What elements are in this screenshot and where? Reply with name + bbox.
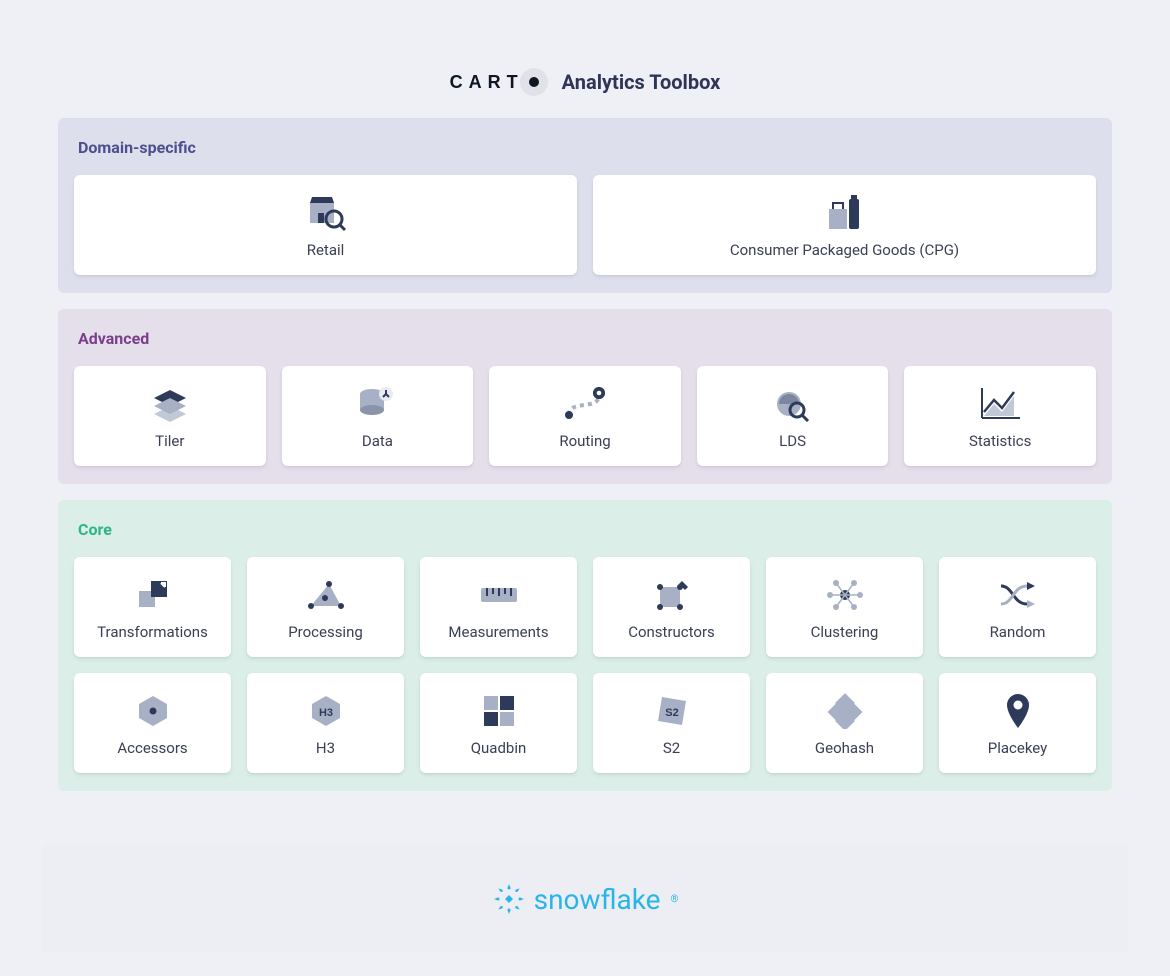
carto-logo-dot-icon	[520, 68, 548, 96]
card-accessors[interactable]: Accessors	[74, 673, 231, 773]
statistics-icon	[976, 384, 1024, 424]
card-statistics[interactable]: Statistics	[904, 366, 1096, 466]
card-label-accessors: Accessors	[117, 739, 187, 757]
placekey-icon	[994, 691, 1042, 731]
card-tiler[interactable]: Tiler	[74, 366, 266, 466]
card-measurements[interactable]: Measurements	[420, 557, 577, 657]
footer-panel: snowflake ®	[42, 845, 1128, 953]
card-label-constructors: Constructors	[628, 623, 715, 641]
card-random[interactable]: Random	[939, 557, 1096, 657]
card-label-data: Data	[362, 432, 393, 450]
card-s2[interactable]: S2 S2	[593, 673, 750, 773]
section-advanced: Advanced Tiler Data Routing LDS Statistics	[58, 309, 1112, 484]
geohash-icon	[821, 691, 869, 731]
registered-mark: ®	[670, 894, 678, 905]
s2-icon: S2	[648, 691, 696, 731]
section-title-advanced: Advanced	[74, 329, 1096, 348]
quadbin-icon	[475, 691, 523, 731]
routing-icon	[561, 384, 609, 424]
card-label-measurements: Measurements	[448, 623, 548, 641]
clustering-icon	[821, 575, 869, 615]
card-retail[interactable]: Retail	[74, 175, 577, 275]
main-panel: CART Analytics Toolbox Domain-specific Re…	[42, 42, 1128, 823]
card-label-cpg: Consumer Packaged Goods (CPG)	[730, 241, 959, 259]
card-grid-advanced: Tiler Data Routing LDS Statistics	[74, 366, 1096, 466]
svg-text:H3: H3	[318, 707, 332, 719]
section-title-core: Core	[74, 520, 1096, 539]
card-label-processing: Processing	[288, 623, 363, 641]
random-icon	[994, 575, 1042, 615]
section-core: Core Transformations Processing Measurement…	[58, 500, 1112, 791]
accessors-icon	[129, 691, 177, 731]
page-title: Analytics Toolbox	[562, 70, 721, 94]
carto-logo: CART	[450, 68, 548, 96]
card-clustering[interactable]: Clustering	[766, 557, 923, 657]
card-label-placekey: Placekey	[988, 739, 1048, 757]
card-routing[interactable]: Routing	[489, 366, 681, 466]
section-domain: Domain-specific Retail Consumer Packaged G…	[58, 118, 1112, 293]
card-label-statistics: Statistics	[969, 432, 1031, 450]
card-label-clustering: Clustering	[811, 623, 879, 641]
snowflake-text: snowflake	[534, 883, 661, 916]
card-transformations[interactable]: Transformations	[74, 557, 231, 657]
card-placekey[interactable]: Placekey	[939, 673, 1096, 773]
card-label-transformations: Transformations	[97, 623, 208, 641]
processing-icon	[302, 575, 350, 615]
section-title-domain: Domain-specific	[74, 138, 1096, 157]
tiler-icon	[146, 384, 194, 424]
card-label-retail: Retail	[307, 241, 345, 259]
card-label-lds: LDS	[779, 432, 806, 450]
card-h3[interactable]: H3 H3	[247, 673, 404, 773]
card-label-quadbin: Quadbin	[471, 739, 527, 757]
card-label-routing: Routing	[559, 432, 610, 450]
snowflake-icon	[492, 882, 526, 916]
transformations-icon	[129, 575, 177, 615]
card-label-geohash: Geohash	[815, 739, 874, 757]
h3-icon: H3	[302, 691, 350, 731]
card-data[interactable]: Data	[282, 366, 474, 466]
card-constructors[interactable]: Constructors	[593, 557, 750, 657]
card-label-tiler: Tiler	[155, 432, 184, 450]
data-icon	[353, 384, 401, 424]
card-label-random: Random	[990, 623, 1046, 641]
card-lds[interactable]: LDS	[697, 366, 889, 466]
cpg-icon	[821, 193, 869, 233]
constructors-icon	[648, 575, 696, 615]
card-label-h3: H3	[316, 739, 335, 757]
card-quadbin[interactable]: Quadbin	[420, 673, 577, 773]
card-cpg[interactable]: Consumer Packaged Goods (CPG)	[593, 175, 1096, 275]
carto-logo-text: CART	[450, 72, 524, 93]
card-grid-core: Transformations Processing Measurements Con…	[74, 557, 1096, 773]
lds-icon	[769, 384, 817, 424]
card-processing[interactable]: Processing	[247, 557, 404, 657]
card-grid-domain: Retail Consumer Packaged Goods (CPG)	[74, 175, 1096, 275]
card-label-s2: S2	[663, 739, 680, 757]
svg-text:S2: S2	[665, 707, 678, 719]
snowflake-logo: snowflake ®	[492, 882, 679, 916]
header: CART Analytics Toolbox	[58, 68, 1112, 96]
retail-icon	[302, 193, 350, 233]
card-geohash[interactable]: Geohash	[766, 673, 923, 773]
measurements-icon	[475, 575, 523, 615]
